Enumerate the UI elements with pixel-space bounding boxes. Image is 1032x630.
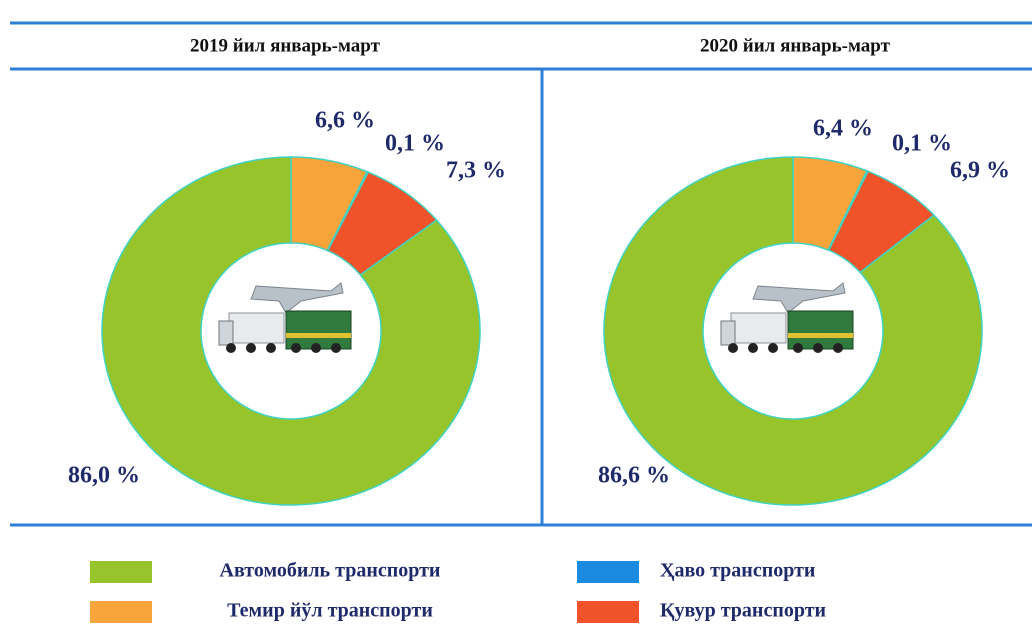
wheel [728,343,738,353]
legend-label: Автомобиль транспорти [220,560,441,582]
wheel [311,343,321,353]
legend-swatch [577,601,639,623]
chart: 2019 йил январь-март6,6 %0,1 %7,3 %86,0 … [0,0,1032,630]
value-label: 86,6 % [598,463,670,489]
value-label: 7,3 % [446,158,506,184]
value-label: 86,0 % [68,463,140,489]
legend-swatch [577,561,639,583]
wheel [813,343,823,353]
wheel [246,343,256,353]
legend-swatch [90,601,152,623]
wheel [266,343,276,353]
legend-label: Ҳаво транспорти [660,560,815,582]
value-label: 0,1 % [385,131,445,157]
truck-cab [219,321,233,345]
truck-trailer [229,313,284,343]
legend-label: Қувур транспорти [660,600,826,622]
chart-title: 2020 йил январь-март [700,35,891,56]
wheel [748,343,758,353]
truck-cab [721,321,735,345]
wheel [793,343,803,353]
legend-swatch [90,561,152,583]
train-stripe [286,333,351,338]
wheel [331,343,341,353]
value-label: 0,1 % [892,131,952,157]
truck-trailer [731,313,786,343]
value-label: 6,4 % [813,116,873,142]
value-label: 6,9 % [950,158,1010,184]
train-stripe [788,333,853,338]
value-label: 6,6 % [315,108,375,134]
wheel [833,343,843,353]
wheel [226,343,236,353]
wheel [291,343,301,353]
legend-label: Темир йўл транспорти [227,600,433,622]
chart-title: 2019 йил январь-март [190,35,381,56]
wheel [768,343,778,353]
